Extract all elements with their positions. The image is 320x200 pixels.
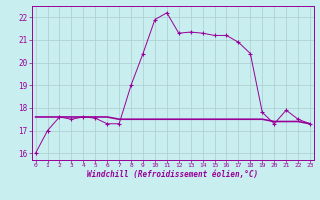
X-axis label: Windchill (Refroidissement éolien,°C): Windchill (Refroidissement éolien,°C) <box>87 170 258 179</box>
